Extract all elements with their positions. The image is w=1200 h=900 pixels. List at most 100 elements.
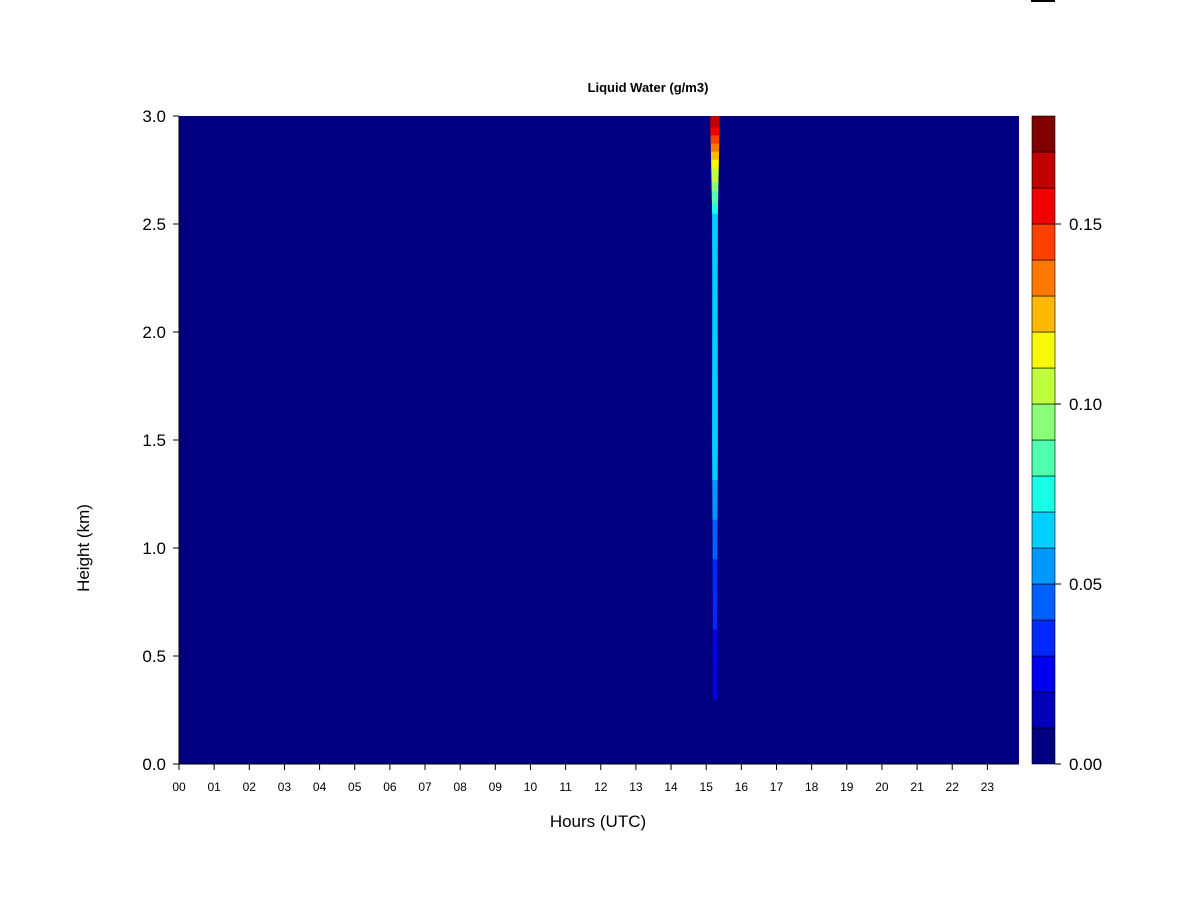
heatmap-cell	[890, 219, 894, 231]
colorbar-swatch	[1031, 655, 1056, 693]
heatmap-cell	[712, 593, 718, 607]
y-axis: 0.0 0.5 1.0 1.5 2.0 2.5 3.0	[142, 107, 180, 774]
heatmap-cell	[875, 219, 878, 231]
x-axis: 00 01 02 03 04 05 06 07 08 09 10 11 12 13 14 15 16 17 18 19…	[172, 763, 1019, 794]
heatmap-cell	[710, 117, 720, 120]
heatmap-cell	[717, 414, 721, 488]
heatmap-cell	[712, 244, 718, 252]
cloud-region	[808, 219, 919, 231]
heatmap-cell	[652, 414, 655, 488]
heatmap-cell	[635, 414, 642, 488]
colorbar-swatch	[1031, 331, 1056, 369]
heatmap-cell	[742, 414, 745, 488]
x-tick-label: 04	[313, 780, 327, 794]
corner-mark	[1031, 0, 1055, 2]
heatmap-cell	[711, 195, 719, 201]
cloud-region	[733, 219, 745, 237]
heatmap-cell	[340, 414, 345, 488]
x-tick-label: 20	[875, 780, 889, 794]
heatmap-cell	[527, 414, 534, 555]
heatmap-cell	[712, 414, 718, 428]
colorbar-swatch	[1031, 151, 1056, 189]
heatmap-cell	[509, 414, 513, 555]
heatmap-cell	[365, 414, 369, 488]
heatmap-cell	[721, 414, 727, 488]
heatmap-cell	[712, 282, 718, 290]
heatmap-cell	[755, 219, 761, 233]
heatmap-cell	[883, 219, 890, 231]
heatmap-cell	[674, 120, 679, 332]
heatmap-cell	[751, 219, 755, 233]
colorbar-swatch	[1031, 187, 1056, 225]
colorbar-swatch	[1031, 547, 1056, 585]
heatmap-cell	[712, 301, 718, 315]
heatmap-cell	[713, 687, 717, 700]
heatmap-cell	[670, 375, 673, 527]
heatmap-cell	[710, 121, 720, 123]
heatmap-cell	[639, 375, 645, 527]
heatmap-cell	[710, 119, 720, 121]
heatmap-cell	[712, 539, 718, 550]
heatmap-cell	[661, 120, 665, 332]
heatmap-cell	[894, 219, 900, 231]
x-tick-label: 02	[243, 780, 257, 794]
heatmap-cell	[712, 326, 718, 340]
heatmap-cell	[915, 219, 919, 231]
heatmap-cell	[654, 120, 661, 332]
heatmap-cell	[903, 219, 908, 231]
heatmap-cell	[492, 414, 496, 488]
heatmap-cell	[473, 414, 476, 488]
heatmap-cell	[712, 251, 718, 258]
heatmap-cell	[547, 414, 549, 555]
heatmap-cell	[655, 414, 660, 488]
cloud-region	[414, 414, 429, 488]
heatmap-cell	[565, 418, 570, 538]
colorbar-swatch	[1031, 619, 1056, 657]
colorbar-tick-label: 0.05	[1069, 575, 1102, 594]
x-tick-label: 15	[700, 780, 714, 794]
heatmap-cell	[712, 489, 718, 500]
heatmap-cell	[833, 219, 840, 231]
heatmap-cell	[712, 509, 718, 520]
cloud-column	[710, 116, 720, 700]
heatmap-cell	[696, 414, 702, 488]
heatmap-cell	[775, 414, 780, 488]
heatmap-cell	[713, 675, 717, 688]
heatmap-cell	[635, 213, 640, 246]
heatmap-cell	[524, 375, 527, 415]
x-tick-label: 03	[278, 780, 292, 794]
x-tick-label: 17	[770, 780, 784, 794]
x-tick-label: 09	[489, 780, 503, 794]
heatmap-cell	[711, 172, 719, 178]
heatmap-cell	[664, 375, 670, 527]
heatmap-cell	[502, 375, 507, 415]
heatmap-cell	[710, 118, 720, 121]
heatmap-cell	[712, 257, 718, 265]
heatmap-cell	[712, 629, 718, 642]
heatmap-cell	[701, 213, 707, 246]
heatmap-cell	[844, 219, 850, 231]
heatmap-cell	[678, 375, 685, 527]
heatmap-cell	[710, 134, 720, 139]
heatmap-cell	[712, 377, 718, 391]
y-tick-label: 2.0	[142, 323, 166, 342]
heatmap-cell	[712, 288, 718, 302]
colorbar-swatch	[1031, 223, 1056, 261]
heatmap-cell	[712, 351, 718, 365]
colorbar-swatch	[1031, 727, 1056, 765]
heatmap-cell	[481, 414, 488, 488]
colorbar-swatch	[1031, 583, 1056, 621]
heatmap-cell	[697, 213, 701, 246]
heatmap-cell	[702, 414, 705, 488]
heatmap-cell	[712, 499, 718, 510]
heatmap-cell	[686, 120, 690, 332]
heatmap-cell	[505, 666, 510, 754]
heatmap-cell	[712, 570, 718, 583]
colorbar-swatch	[1031, 259, 1056, 297]
cloud-region	[337, 414, 369, 488]
cloud-region	[646, 120, 690, 332]
heatmap-cell	[712, 652, 717, 665]
heatmap-cell	[646, 120, 649, 332]
heatmap-cell	[679, 120, 686, 332]
